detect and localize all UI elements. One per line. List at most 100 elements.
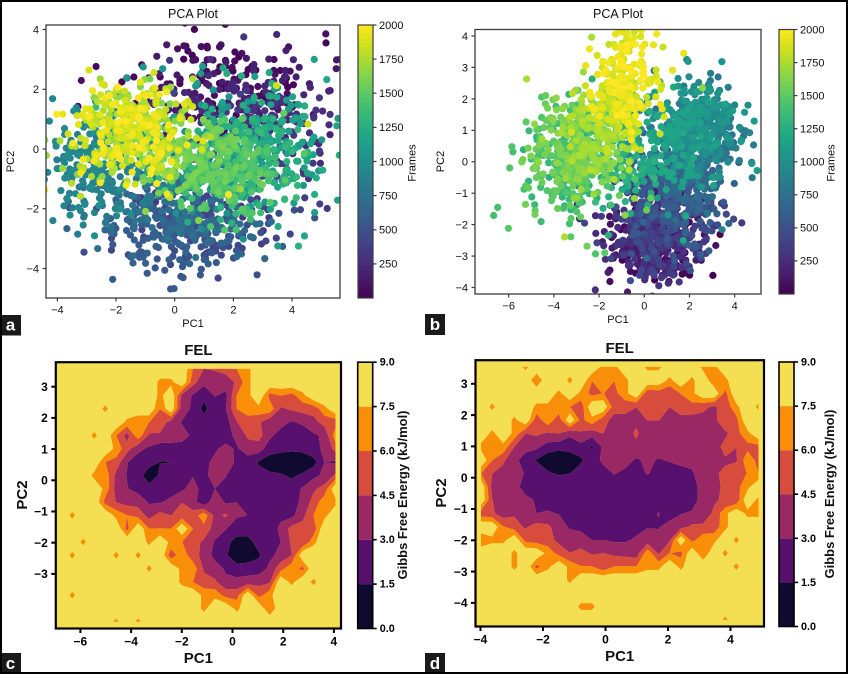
svg-text:2: 2 [462, 94, 468, 106]
svg-text:3.0: 3.0 [380, 534, 395, 546]
svg-text:4.5: 4.5 [801, 489, 816, 501]
svg-text:−4: −4 [51, 305, 64, 317]
svg-text:4.5: 4.5 [380, 490, 395, 502]
svg-text:−1: −1 [455, 188, 468, 200]
svg-text:0: 0 [33, 144, 39, 156]
svg-text:0: 0 [172, 305, 178, 317]
svg-text:1250: 1250 [800, 124, 824, 136]
svg-text:1500: 1500 [800, 90, 824, 102]
svg-text:750: 750 [379, 190, 397, 202]
svg-text:0: 0 [41, 474, 48, 488]
svg-text:−2: −2 [536, 633, 550, 647]
svg-text:7.5: 7.5 [380, 401, 395, 413]
svg-text:750: 750 [800, 190, 818, 202]
svg-text:Frames: Frames [407, 144, 419, 182]
svg-text:250: 250 [800, 256, 818, 268]
svg-text:−2: −2 [593, 301, 606, 313]
svg-text:−4: −4 [455, 282, 468, 294]
svg-text:0: 0 [229, 635, 236, 649]
svg-text:2: 2 [41, 411, 48, 425]
svg-text:3: 3 [41, 380, 48, 394]
svg-text:d: d [430, 654, 440, 673]
svg-text:2: 2 [461, 408, 468, 422]
svg-text:0: 0 [462, 157, 468, 169]
svg-text:1000: 1000 [800, 157, 824, 169]
svg-text:FEL: FEL [606, 340, 634, 357]
svg-text:−4: −4 [124, 635, 138, 649]
svg-text:PC1: PC1 [184, 650, 213, 667]
svg-text:6.0: 6.0 [380, 446, 395, 458]
svg-text:0: 0 [641, 301, 647, 313]
svg-text:b: b [430, 315, 440, 334]
svg-text:−4: −4 [474, 633, 488, 647]
svg-text:−6: −6 [502, 301, 515, 313]
svg-text:4: 4 [331, 635, 338, 649]
svg-text:−2: −2 [34, 536, 48, 550]
svg-text:0.0: 0.0 [380, 623, 395, 635]
svg-text:1750: 1750 [379, 54, 403, 66]
svg-text:Gibbs Free Energy (kJ/mol): Gibbs Free Energy (kJ/mol) [822, 409, 837, 578]
svg-text:−2: −2 [454, 534, 468, 548]
svg-text:PC2: PC2 [5, 151, 17, 172]
svg-text:3: 3 [461, 377, 468, 391]
svg-text:−2: −2 [175, 635, 189, 649]
svg-text:−2: −2 [110, 305, 123, 317]
svg-text:1: 1 [462, 125, 468, 137]
svg-text:9.0: 9.0 [801, 357, 816, 369]
svg-text:7.5: 7.5 [801, 401, 816, 413]
svg-text:−4: −4 [548, 301, 561, 313]
svg-text:PCA Plot: PCA Plot [168, 7, 219, 21]
svg-text:4: 4 [462, 31, 468, 43]
svg-text:a: a [6, 316, 16, 335]
svg-text:4: 4 [727, 633, 734, 647]
svg-text:Gibbs Free Energy (kJ/mol): Gibbs Free Energy (kJ/mol) [395, 410, 410, 579]
svg-text:4: 4 [732, 301, 738, 313]
svg-text:4: 4 [33, 24, 39, 36]
svg-text:−3: −3 [454, 565, 468, 579]
svg-text:PCA Plot: PCA Plot [593, 7, 644, 21]
svg-text:2000: 2000 [800, 24, 824, 36]
svg-text:−4: −4 [26, 263, 39, 275]
svg-text:PC2: PC2 [14, 480, 31, 509]
svg-text:6.0: 6.0 [801, 445, 816, 457]
svg-text:PC1: PC1 [607, 314, 628, 326]
svg-text:−2: −2 [455, 220, 468, 232]
svg-text:PC2: PC2 [433, 478, 450, 507]
svg-text:PC2: PC2 [435, 151, 447, 172]
svg-text:2: 2 [686, 301, 692, 313]
svg-text:0.0: 0.0 [801, 621, 816, 633]
svg-text:0: 0 [461, 471, 468, 485]
svg-text:1000: 1000 [379, 156, 403, 168]
svg-text:9.0: 9.0 [380, 357, 395, 369]
svg-text:2000: 2000 [379, 20, 403, 32]
svg-text:−1: −1 [34, 505, 48, 519]
svg-text:1: 1 [41, 442, 48, 456]
svg-text:0: 0 [602, 633, 609, 647]
svg-text:1500: 1500 [379, 88, 403, 100]
svg-text:1.5: 1.5 [380, 579, 395, 591]
svg-text:500: 500 [800, 223, 818, 235]
svg-text:2: 2 [33, 84, 39, 96]
svg-text:2: 2 [280, 635, 287, 649]
svg-text:1250: 1250 [379, 122, 403, 134]
svg-text:2: 2 [665, 633, 672, 647]
svg-text:2: 2 [230, 305, 236, 317]
svg-text:PC1: PC1 [182, 318, 203, 330]
svg-text:c: c [6, 654, 15, 673]
svg-text:1: 1 [461, 440, 468, 454]
svg-text:PC1: PC1 [605, 648, 634, 665]
svg-text:500: 500 [379, 225, 397, 237]
svg-text:1.5: 1.5 [801, 577, 816, 589]
svg-text:−1: −1 [454, 502, 468, 516]
svg-text:−2: −2 [26, 204, 39, 216]
svg-text:−6: −6 [74, 635, 88, 649]
svg-text:−4: −4 [454, 596, 468, 610]
svg-text:250: 250 [379, 259, 397, 271]
svg-text:Frames: Frames [826, 144, 838, 182]
svg-text:3.0: 3.0 [801, 533, 816, 545]
svg-text:−3: −3 [34, 567, 48, 581]
svg-text:1750: 1750 [800, 57, 824, 69]
svg-text:4: 4 [289, 305, 295, 317]
svg-text:FEL: FEL [184, 342, 212, 359]
svg-text:3: 3 [462, 62, 468, 74]
